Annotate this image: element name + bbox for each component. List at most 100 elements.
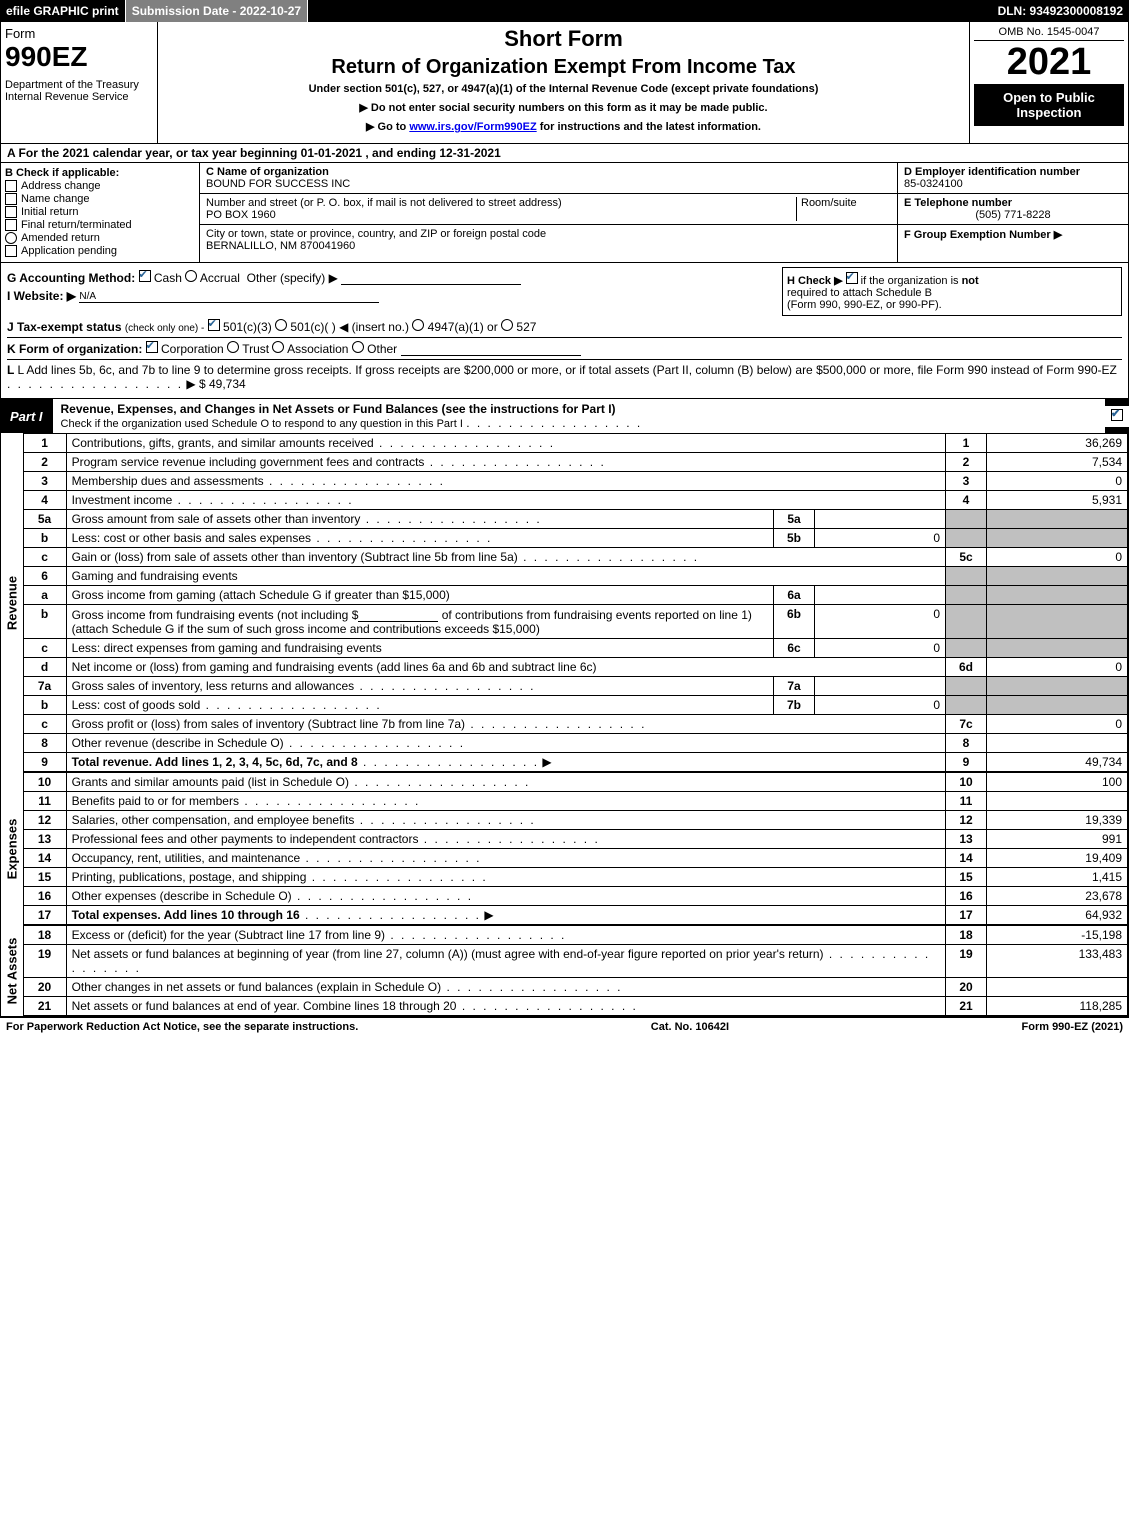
f-label: F Group Exemption Number ▶	[904, 229, 1062, 241]
main-title: Return of Organization Exempt From Incom…	[166, 56, 961, 79]
short-form-title: Short Form	[166, 26, 961, 52]
cb-name-change[interactable]: Name change	[5, 193, 195, 205]
cb-initial-return[interactable]: Initial return	[5, 206, 195, 218]
line-20-amount	[987, 978, 1128, 997]
line-3-amount: 0	[987, 472, 1128, 491]
expenses-side-label: Expenses	[1, 772, 24, 925]
submission-date: Submission Date - 2022-10-27	[126, 0, 308, 22]
revenue-table: 1Contributions, gifts, grants, and simil…	[24, 433, 1128, 772]
top-bar: efile GRAPHIC print Submission Date - 20…	[0, 0, 1129, 22]
header-right: OMB No. 1545-0047 2021 Open to Public In…	[969, 22, 1128, 143]
part-1-check[interactable]	[1105, 406, 1129, 427]
line-10-amount: 100	[987, 773, 1128, 792]
part-1-title: Revenue, Expenses, and Changes in Net As…	[53, 399, 1105, 433]
c-street-label: Number and street (or P. O. box, if mail…	[206, 197, 562, 209]
dln-label: DLN: 93492300008192	[992, 0, 1129, 22]
part-1-header: Part I Revenue, Expenses, and Changes in…	[0, 399, 1129, 433]
table-row: cGain or (loss) from sale of assets othe…	[24, 548, 1128, 567]
table-row: cGross profit or (loss) from sales of in…	[24, 715, 1128, 734]
table-row: bGross income from fundraising events (n…	[24, 605, 1128, 639]
table-row: 14Occupancy, rent, utilities, and mainte…	[24, 849, 1128, 868]
section-a: A For the 2021 calendar year, or tax yea…	[0, 144, 1129, 163]
org-name: BOUND FOR SUCCESS INC	[206, 178, 350, 190]
cb-501c3[interactable]	[208, 319, 220, 331]
cb-application-pending[interactable]: Application pending	[5, 245, 195, 257]
table-row: 10Grants and similar amounts paid (list …	[24, 773, 1128, 792]
ein-value: 85-0324100	[904, 178, 963, 190]
website-field[interactable]: N/A	[79, 288, 379, 303]
line-9-amount: 49,734	[987, 753, 1128, 772]
cb-amended-return[interactable]: Amended return	[5, 232, 195, 244]
cb-final-return[interactable]: Final return/terminated	[5, 219, 195, 231]
line-1-amount: 36,269	[987, 434, 1128, 453]
rb-trust[interactable]	[227, 341, 239, 353]
table-row: cLess: direct expenses from gaming and f…	[24, 639, 1128, 658]
gross-receipts: 49,734	[209, 377, 246, 391]
expenses-section: Expenses 10Grants and similar amounts pa…	[0, 772, 1129, 925]
table-row: 20Other changes in net assets or fund ba…	[24, 978, 1128, 997]
header-center: Short Form Return of Organization Exempt…	[158, 22, 969, 143]
cb-cash[interactable]	[139, 270, 151, 282]
footer-left: For Paperwork Reduction Act Notice, see …	[6, 1021, 358, 1033]
section-b-label: B Check if applicable:	[5, 167, 195, 179]
cb-corporation[interactable]	[146, 341, 158, 353]
rb-501c[interactable]	[275, 319, 287, 331]
table-row: 17Total expenses. Add lines 10 through 1…	[24, 906, 1128, 925]
line-18-amount: -15,198	[987, 926, 1128, 945]
table-row: 6Gaming and fundraising events	[24, 567, 1128, 586]
rb-other-org[interactable]	[352, 341, 364, 353]
net-assets-side-label: Net Assets	[1, 925, 24, 1016]
section-g: G Accounting Method: Cash Accrual Other …	[7, 270, 782, 285]
table-row: aGross income from gaming (attach Schedu…	[24, 586, 1128, 605]
table-row: bLess: cost of goods sold7b0	[24, 696, 1128, 715]
line-13-amount: 991	[987, 830, 1128, 849]
revenue-section: Revenue 1Contributions, gifts, grants, a…	[0, 433, 1129, 772]
irs-label: Internal Revenue Service	[5, 91, 153, 103]
table-row: dNet income or (loss) from gaming and fu…	[24, 658, 1128, 677]
page-footer: For Paperwork Reduction Act Notice, see …	[0, 1017, 1129, 1036]
line-6c-amount: 0	[815, 639, 946, 658]
other-method-field[interactable]	[341, 270, 521, 285]
efile-label: efile GRAPHIC print	[0, 0, 126, 22]
phone-value: (505) 771-8228	[904, 209, 1122, 221]
table-row: 18Excess or (deficit) for the year (Subt…	[24, 926, 1128, 945]
table-row: 16Other expenses (describe in Schedule O…	[24, 887, 1128, 906]
c-name-label: C Name of organization	[206, 166, 329, 178]
instruction-1: ▶ Do not enter social security numbers o…	[166, 101, 961, 114]
section-l: L L Add lines 5b, 6c, and 7b to line 9 t…	[7, 359, 1122, 391]
section-c: C Name of organization BOUND FOR SUCCESS…	[200, 163, 897, 262]
instruction-2: ▶ Go to www.irs.gov/Form990EZ for instru…	[166, 120, 961, 133]
table-row: 12Salaries, other compensation, and empl…	[24, 811, 1128, 830]
other-org-field[interactable]	[401, 341, 581, 356]
dept-label: Department of the Treasury	[5, 79, 153, 91]
line-17-amount: 64,932	[987, 906, 1128, 925]
section-i: I Website: ▶ N/A	[7, 288, 782, 303]
footer-center: Cat. No. 10642I	[651, 1021, 729, 1033]
section-j: J Tax-exempt status (check only one) - 5…	[7, 319, 1122, 334]
e-label: E Telephone number	[904, 197, 1012, 209]
section-b: B Check if applicable: Address change Na…	[1, 163, 200, 262]
line-6d-amount: 0	[987, 658, 1128, 677]
rb-527[interactable]	[501, 319, 513, 331]
rb-association[interactable]	[272, 341, 284, 353]
table-row: 9Total revenue. Add lines 1, 2, 3, 4, 5c…	[24, 753, 1128, 772]
sections-ghijkl: G Accounting Method: Cash Accrual Other …	[0, 263, 1129, 399]
line-7c-amount: 0	[987, 715, 1128, 734]
rb-4947[interactable]	[412, 319, 424, 331]
line-19-amount: 133,483	[987, 945, 1128, 978]
subtitle: Under section 501(c), 527, or 4947(a)(1)…	[166, 83, 961, 95]
section-k: K Form of organization: Corporation Trus…	[7, 337, 1122, 356]
rb-accrual[interactable]	[185, 270, 197, 282]
section-h: H Check ▶ if the organization is not req…	[782, 267, 1122, 316]
line-21-amount: 118,285	[987, 997, 1128, 1016]
cb-schedule-b[interactable]	[846, 272, 858, 284]
cb-address-change[interactable]: Address change	[5, 180, 195, 192]
form-header: Form 990EZ Department of the Treasury In…	[0, 22, 1129, 144]
contrib-field[interactable]	[358, 607, 438, 622]
line-4-amount: 5,931	[987, 491, 1128, 510]
form-label: Form	[5, 26, 153, 41]
table-row: 13Professional fees and other payments t…	[24, 830, 1128, 849]
irs-link[interactable]: www.irs.gov/Form990EZ	[409, 121, 536, 133]
table-row: 2Program service revenue including gover…	[24, 453, 1128, 472]
line-5c-amount: 0	[987, 548, 1128, 567]
